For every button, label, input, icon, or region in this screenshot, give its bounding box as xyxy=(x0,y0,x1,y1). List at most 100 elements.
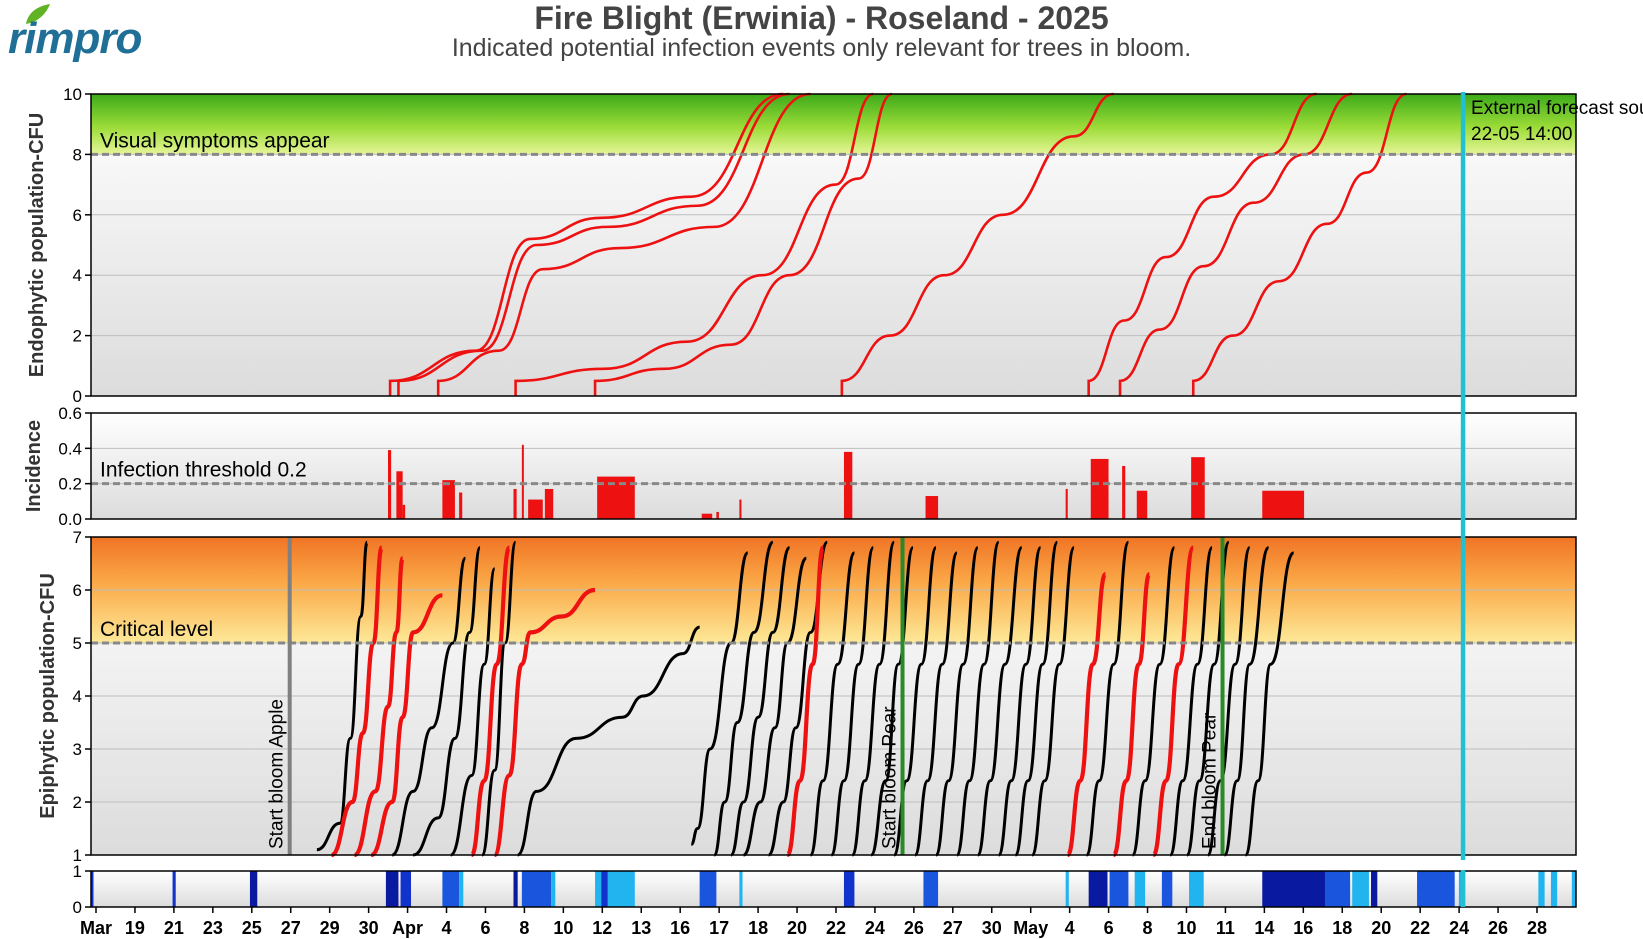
wetness-span xyxy=(843,871,855,907)
endophytic-ytick-label: 6 xyxy=(73,206,82,225)
epiphytic-curve-black xyxy=(449,567,497,857)
x-tick-label: Apr xyxy=(392,918,423,938)
x-tick-label: 8 xyxy=(519,918,529,938)
incidence-bar xyxy=(1262,490,1305,519)
x-tick-label: 10 xyxy=(1176,918,1196,938)
epiphytic-ytick-label: 1 xyxy=(73,846,82,865)
epiphytic-ytick-label: 2 xyxy=(73,793,82,812)
epiphytic-curve-red xyxy=(1111,572,1152,858)
x-tick-label: 12 xyxy=(592,918,612,938)
epiphytic-ytick-label: 5 xyxy=(73,634,82,653)
endophytic-ytick-label: 2 xyxy=(73,327,82,346)
incidence-bar xyxy=(396,471,403,519)
wetness-span xyxy=(923,871,939,907)
incidence-bar xyxy=(544,488,554,519)
wetness-span xyxy=(1065,871,1069,907)
endophytic-ytick-label: 8 xyxy=(73,145,82,164)
wetness-span xyxy=(521,871,552,907)
endophytic-curve xyxy=(1118,92,1353,396)
epiphytic-curve-black xyxy=(1223,546,1271,857)
incidence-background xyxy=(91,413,1576,519)
endophytic-curve xyxy=(436,92,811,396)
wetness-span xyxy=(1352,871,1369,907)
incidence-bar xyxy=(1065,488,1068,519)
epiphytic-curve-black xyxy=(729,546,792,857)
x-tick-label: 27 xyxy=(281,918,301,938)
x-tick-label: 20 xyxy=(1371,918,1391,938)
wetness-span xyxy=(595,871,635,907)
x-tick-label: 24 xyxy=(1449,918,1469,938)
wetness-span xyxy=(249,871,258,907)
x-tick-label: 23 xyxy=(203,918,223,938)
incidence-ytick-label: 0.2 xyxy=(58,475,82,494)
incidence-bar xyxy=(1136,490,1148,519)
x-tick-label: 10 xyxy=(553,918,573,938)
endophytic-curve xyxy=(514,92,874,396)
incidence-bar xyxy=(402,504,406,519)
wetness-span xyxy=(172,871,176,907)
epiphytic-curve-black xyxy=(955,540,1001,857)
incidence-panel: 0.0 0.2 0.4 0.6 Infection threshold 0.2 Incid… xyxy=(23,404,1577,529)
endophytic-ytick-label: 0 xyxy=(73,387,82,406)
epiphytic-curve-black xyxy=(829,546,875,857)
wetness-ytick-label: 0 xyxy=(73,898,82,917)
epiphytic-curve-black xyxy=(690,551,750,846)
epiphytic-curve-black xyxy=(869,546,915,857)
x-tick-label: 13 xyxy=(631,918,651,938)
epiphytic-curve-red xyxy=(330,545,384,858)
x-tick-label: Mar xyxy=(80,918,112,938)
epiphytic-curve-black xyxy=(1085,540,1130,857)
x-tick-label: 22 xyxy=(826,918,846,938)
epiphytic-curve-black xyxy=(391,556,467,857)
wetness-span xyxy=(551,871,556,907)
epiphytic-curve-red xyxy=(492,587,596,858)
x-tick-label: 8 xyxy=(1143,918,1153,938)
wetness-span xyxy=(385,871,399,907)
epiphytic-curve-red xyxy=(1151,545,1196,858)
visual-symptoms-label: Visual symptoms appear xyxy=(100,129,330,152)
forecast-time-label: 22-05 14:00 xyxy=(1471,124,1572,145)
x-tick-label: 30 xyxy=(359,918,379,938)
wetness-span xyxy=(1262,871,1326,907)
forecast-source-label: External forecast source xyxy=(1471,98,1643,119)
epiphytic-curve-black xyxy=(1131,546,1176,857)
wetness-span xyxy=(1161,871,1173,907)
critical-level-label: Critical level xyxy=(100,618,213,641)
epiphytic-curve-black xyxy=(712,540,775,857)
incidence-bar xyxy=(459,492,463,519)
x-tick-label: 24 xyxy=(865,918,885,938)
epiphytic-ytick-label: 4 xyxy=(73,687,82,706)
epiphytic-curve-black xyxy=(742,556,808,857)
wetness-span xyxy=(739,871,743,907)
epiphytic-curve-red xyxy=(370,593,443,858)
epiphytic-ytick-label: 6 xyxy=(73,581,82,600)
x-tick-label: 30 xyxy=(982,918,1002,938)
incidence-bar xyxy=(701,513,713,519)
rimpro-logo: rimpro xyxy=(8,4,158,64)
epiphytic-curve-black xyxy=(1013,540,1059,857)
epiphytic-ylabel: Epiphytic population-CFU xyxy=(37,573,59,819)
wetness-span xyxy=(601,871,608,907)
endophytic-ylabel: Endophytic population-CFU xyxy=(26,113,48,377)
wetness-span xyxy=(1325,871,1351,907)
endophytic-curve xyxy=(840,92,1114,396)
chart-title: Fire Blight (Erwinia) - Roseland - 2025 xyxy=(534,0,1109,36)
wetness-span xyxy=(1417,871,1455,907)
x-tick-label: 18 xyxy=(1332,918,1352,938)
epiphytic-frame xyxy=(90,536,1577,856)
chart-subtitle: Indicated potential infection events onl… xyxy=(451,34,1192,62)
x-tick-label: 19 xyxy=(125,918,145,938)
incidence-ytick-label: 0.0 xyxy=(58,510,82,529)
epiphytic-curve-red xyxy=(785,545,826,858)
infection-threshold-label: Infection threshold 0.2 xyxy=(100,459,307,482)
x-tick-label: 17 xyxy=(709,918,729,938)
endophytic-panel: 0 2 4 6 8 10 Visual symptoms appear Endophytic … xyxy=(26,85,1577,406)
wetness-span xyxy=(513,871,518,907)
bloom-marker-label: End bloom Pear xyxy=(1200,712,1221,849)
epiphytic-panel: 1 2 3 4 5 6 7 Critical level Start bloom Apple St… xyxy=(37,528,1577,865)
endophytic-curve xyxy=(388,92,784,396)
wetness-span xyxy=(1134,871,1146,907)
epiphytic-curve-black xyxy=(934,546,980,857)
incidence-bar xyxy=(739,499,742,519)
